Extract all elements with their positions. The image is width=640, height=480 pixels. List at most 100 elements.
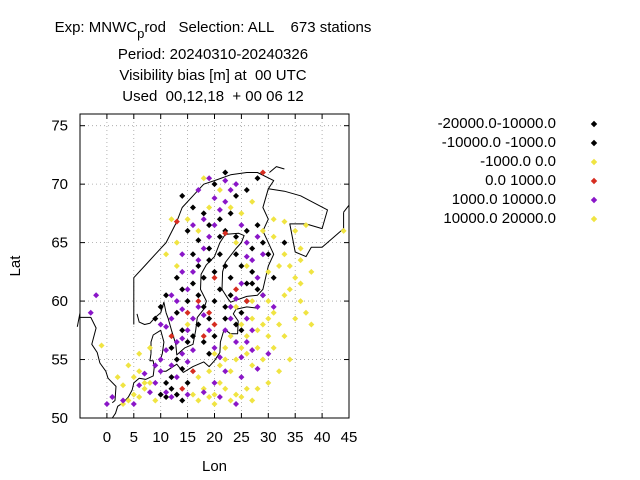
data-point-series-1 — [206, 222, 213, 229]
data-point-series-2 — [265, 268, 272, 275]
data-point-series-4 — [206, 233, 213, 240]
data-point-series-4 — [227, 187, 234, 193]
data-point-series-2 — [243, 333, 250, 340]
data-point-series-2 — [200, 175, 207, 182]
data-point-series-2 — [136, 368, 143, 375]
legend-label: -10000.0 -1000.0 — [442, 134, 556, 151]
data-point-series-4 — [157, 368, 164, 375]
data-point-series-2 — [297, 245, 304, 252]
data-point-series-2 — [281, 292, 288, 299]
data-point-series-2 — [120, 400, 127, 407]
data-point-series-4 — [238, 374, 245, 381]
data-point-series-4 — [243, 339, 250, 345]
data-point-series-3 — [184, 309, 191, 316]
data-point-series-1 — [243, 227, 250, 234]
data-point-series-1 — [227, 210, 234, 217]
data-point-series-3 — [259, 169, 266, 176]
data-point-series-4 — [163, 347, 170, 354]
data-point-series-2 — [238, 344, 245, 351]
data-point-series-4 — [259, 251, 266, 258]
data-point-series-1 — [200, 339, 207, 345]
data-point-series-2 — [286, 286, 293, 293]
data-point-series-1 — [189, 204, 196, 211]
data-point-series-4 — [168, 362, 175, 369]
y-axis-label: Lat — [7, 255, 24, 277]
data-point-series-4 — [152, 379, 159, 386]
data-point-series-1 — [189, 251, 196, 258]
data-point-series-1 — [249, 268, 256, 275]
y-tick-label: 70 — [51, 176, 68, 193]
data-point-series-1 — [173, 356, 180, 363]
data-point-series-2 — [233, 391, 240, 398]
data-point-series-1 — [200, 303, 207, 310]
data-point-series-1 — [243, 187, 250, 193]
data-point-series-1 — [233, 192, 240, 199]
data-point-series-4 — [109, 393, 116, 400]
x-tick-label: 35 — [287, 429, 304, 446]
data-point-series-4 — [168, 393, 175, 400]
data-point-series-5 — [281, 218, 288, 225]
data-point-series-1 — [168, 385, 175, 392]
data-point-series-4 — [130, 400, 137, 407]
data-point-series-3 — [173, 218, 180, 225]
title-line-period: Period: 20240310-20240326 — [117, 46, 309, 63]
y-tick-label: 65 — [51, 235, 68, 252]
data-point-series-4 — [195, 187, 202, 193]
x-tick-label: 45 — [341, 429, 358, 446]
coastline-path — [150, 329, 165, 363]
data-point-series-3 — [222, 230, 229, 237]
data-point-series-1 — [211, 268, 218, 275]
data-point-series-3 — [211, 321, 218, 328]
data-point-series-1 — [211, 298, 218, 305]
data-point-series-4 — [238, 280, 245, 287]
data-point-series-4 — [184, 286, 191, 293]
data-point-series-1 — [206, 315, 213, 322]
data-point-series-5 — [281, 333, 288, 340]
data-point-series-4 — [222, 368, 229, 375]
data-point-series-2 — [249, 315, 256, 322]
coastline-path — [160, 306, 258, 373]
data-point-series-4 — [136, 382, 143, 389]
data-point-series-1 — [163, 379, 170, 386]
x-tick-label: 20 — [206, 429, 223, 446]
legend-label: 10000.0 20000.0 — [443, 210, 556, 227]
data-point-series-1 — [152, 315, 159, 322]
data-point-series-4 — [163, 389, 170, 396]
data-point-series-4 — [200, 216, 207, 223]
data-point-series-4 — [249, 327, 256, 334]
data-point-series-1 — [163, 393, 170, 400]
data-point-series-4 — [173, 298, 180, 305]
data-point-series-1 — [200, 274, 207, 281]
data-point-series-4 — [249, 257, 256, 264]
data-point-series-4 — [87, 309, 94, 316]
legend-label: -1000.0 0.0 — [480, 153, 556, 170]
data-point-series-3 — [243, 298, 250, 305]
data-point-series-1 — [168, 344, 175, 351]
data-point-series-4 — [184, 358, 191, 365]
data-point-series-5 — [136, 350, 143, 357]
data-point-series-1 — [222, 263, 229, 269]
data-point-series-1 — [179, 365, 186, 372]
data-point-series-2 — [206, 368, 213, 375]
legend-marker — [590, 177, 598, 185]
data-point-series-1 — [281, 239, 288, 246]
data-point-series-2 — [238, 210, 245, 217]
x-tick-label: 30 — [260, 429, 277, 446]
data-point-series-1 — [206, 350, 213, 357]
coastline-map — [76, 166, 350, 419]
data-point-series-4 — [211, 379, 218, 386]
data-point-series-4 — [179, 306, 186, 313]
data-point-series-1 — [238, 263, 245, 269]
data-point-series-2 — [243, 385, 250, 392]
x-tick-label: 40 — [314, 429, 331, 446]
data-point-series-2 — [125, 397, 132, 404]
data-point-series-4 — [200, 312, 207, 319]
data-point-series-4 — [103, 400, 110, 407]
data-point-series-2 — [249, 298, 256, 305]
data-point-series-4 — [173, 339, 180, 345]
data-point-series-2 — [238, 321, 245, 328]
data-point-series-2 — [141, 379, 148, 386]
data-point-series-2 — [173, 239, 180, 246]
data-point-series-4 — [211, 195, 218, 202]
